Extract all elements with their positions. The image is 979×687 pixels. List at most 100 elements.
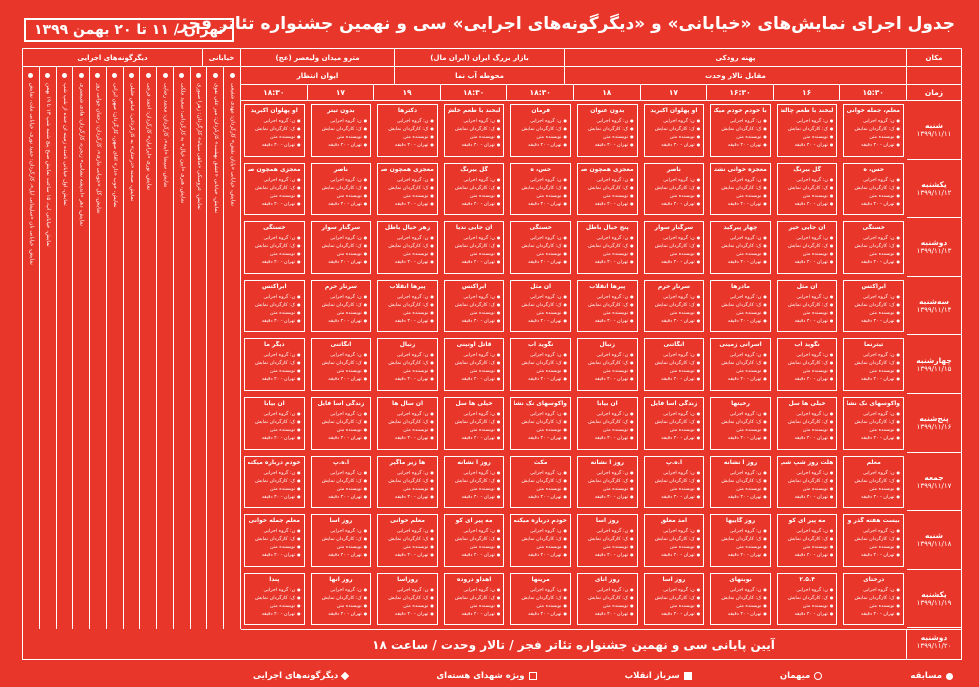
listing-column: نمایش، خوب «دار» آقای میهن، کارگردان: می… <box>107 67 124 629</box>
competition-dot-icon <box>162 73 168 78</box>
performance-detail: ن: گروه اجرایی <box>581 527 634 535</box>
performance-detail: تهران - ۴۰ دقیقه <box>648 493 701 501</box>
performance-detail: ن: گروه اجرایی <box>648 527 701 535</box>
performance-detail: ک: کارگردان نمایش <box>248 418 301 426</box>
performance-detail: نویسنده متن <box>581 133 634 141</box>
competition-dot-icon <box>95 73 101 78</box>
performance-cell: روز آ نشانه ن: گروه اجراییک: کارگردان نما… <box>577 455 638 509</box>
performance-title: خستگی <box>263 224 286 232</box>
performance-title: حس، ه <box>530 165 552 173</box>
performance-detail: نویسنده متن <box>781 602 834 610</box>
performance-detail: ن: گروه اجرایی <box>248 469 301 477</box>
performance-detail: ک: کارگردان نمایش <box>448 242 501 250</box>
performance-detail: ن: گروه اجرایی <box>315 469 368 477</box>
performance-detail: نویسنده متن <box>781 192 834 200</box>
performance-detail: تهران - ۴۰ دقیقه <box>581 551 634 559</box>
performance-detail: ک: کارگردان نمایش <box>648 359 701 367</box>
performance-title: خیلی ها سل <box>455 400 493 407</box>
day-date: ۱۳۹۹/۱۱/۱۴ <box>916 306 952 315</box>
performance-cell: حس، ه ن: گروه اجراییک: کارگردان نمایشنویس… <box>510 162 571 216</box>
day-date: ۱۳۹۹/۱۱/۱۸ <box>916 540 952 549</box>
performance-detail: تهران - ۴۰ دقیقه <box>514 434 567 442</box>
performance-detail: ن: گروه اجرایی <box>847 293 900 301</box>
listing-column: نمایش، خیابانی «پایان نقش» کارگردان: مهد… <box>224 67 241 629</box>
performance-detail: ن: گروه اجرایی <box>315 410 368 418</box>
performance-detail: ن: گروه اجرایی <box>315 351 368 359</box>
performance-cell: زندگی آسا فایل ن: گروه اجراییک: کارگردان … <box>310 397 372 450</box>
competition-dot-icon <box>179 73 185 78</box>
performance-detail: ک: کارگردان نمایش <box>781 418 834 426</box>
performance-title: درختای <box>863 575 885 583</box>
performance-cell: معلم جمله خوانی ن: گروه اجراییک: کارگردان… <box>244 514 305 567</box>
performance-detail: ک: کارگردان نمایش <box>381 477 434 485</box>
performance-detail: تهران - ۴۰ دقیقه <box>381 493 434 501</box>
performance-cell: چهار پیرکید ن: گروه اجراییک: کارگردان نما… <box>710 221 771 274</box>
performance-title: زنبال <box>599 341 616 349</box>
performance-cell: انگاتنی ن: گروه اجراییک: کارگردان نمایشنو… <box>643 338 705 391</box>
performance-detail: ک: کارگردان نمایش <box>714 301 767 309</box>
performance-detail: ک: کارگردان نمایش <box>514 535 567 543</box>
performance-detail: تهران - ۴۰ دقیقه <box>315 200 368 208</box>
performance-detail: ن: گروه اجرایی <box>648 469 701 477</box>
performance-cell: روزآسا ن: گروه اجراییک: کارگردان نمایشنوی… <box>377 572 438 626</box>
performance-detail: نویسنده متن <box>847 543 900 551</box>
performance-detail: نویسنده متن <box>781 426 834 434</box>
performance-detail: نویسنده متن <box>781 250 834 258</box>
performance-detail: ک: کارگردان نمایش <box>714 359 767 367</box>
performance-detail: ن: گروه اجرایی <box>714 410 767 418</box>
performance-cell: روز آنای ن: گروه اجراییک: کارگردان نمایشن… <box>577 572 638 626</box>
performance-detail: ک: کارگردان نمایش <box>514 242 567 250</box>
performance-title: روزآسا <box>397 575 418 583</box>
competition-dot-icon <box>196 73 202 78</box>
performance-detail: نویسنده متن <box>315 192 368 200</box>
performance-detail: نویسنده متن <box>248 309 301 317</box>
performance-detail: تهران - ۴۰ دقیقه <box>381 258 434 266</box>
performance-detail: نویسنده متن <box>448 602 501 610</box>
performance-cell: نوبتهای ن: گروه اجراییک: کارگردان نمایشنو… <box>710 572 771 626</box>
performance-cell: معجزی همچون صورت میدان بیست ن: گروه اجرای… <box>244 162 305 216</box>
performance-title: فرمان <box>531 107 551 114</box>
performance-detail: ک: کارگردان نمایش <box>581 535 634 543</box>
performance-detail: نویسنده متن <box>581 485 634 493</box>
performance-detail: ن: گروه اجرایی <box>381 469 434 477</box>
performance-detail: ک: کارگردان نمایش <box>581 242 634 250</box>
competition-dot-icon <box>112 73 118 78</box>
legend-label: مسابقه <box>910 671 942 681</box>
performance-detail: ک: کارگردان نمایش <box>847 594 900 602</box>
performance-detail: نویسنده متن <box>581 309 634 317</box>
performance-detail: تهران - ۴۰ دقیقه <box>315 141 368 149</box>
performance-detail: ن: گروه اجرایی <box>381 293 434 301</box>
performance-cell: مه پیر ای کو ن: گروه اجراییک: کارگردان نم… <box>443 514 505 567</box>
performance-detail: تهران - ۴۰ دقیقه <box>448 141 501 149</box>
performance-detail: ک: کارگردان نمایش <box>315 359 368 367</box>
performance-title: تیترنما <box>863 341 884 349</box>
listing-column: نمایش، دهر «اندیشه نشانی» زنجره، کارگردا… <box>73 67 91 629</box>
legend-label: دیگرگونه‌های اجرایی <box>253 671 339 681</box>
performance-title: بدون عنوان <box>590 107 625 114</box>
performance-title: روز آنای <box>594 575 620 583</box>
performance-detail: نویسنده متن <box>381 543 434 551</box>
performance-title: معلم جمله خوانی <box>248 517 300 525</box>
performance-detail: ک: کارگردان نمایش <box>781 359 834 367</box>
performance-cell: آن مثل ن: گروه اجراییک: کارگردان نمایشنوی… <box>776 279 838 333</box>
performance-detail: تهران - ۴۰ دقیقه <box>514 551 567 559</box>
performance-detail: نویسنده متن <box>714 367 767 375</box>
performance-detail: نویسنده متن <box>448 250 501 258</box>
legend-label: ویژه شهدای هسته‌ای <box>436 671 525 681</box>
performance-detail: نویسنده متن <box>448 367 501 375</box>
performance-detail: ک: کارگردان نمایش <box>448 359 501 367</box>
performance-title: سرنار حرم <box>657 282 690 290</box>
performance-detail: ک: کارگردان نمایش <box>514 184 567 192</box>
performance-title: گل بیرنگ <box>793 165 821 173</box>
performance-detail: ن: گروه اجرایی <box>248 351 301 359</box>
performance-detail: نویسنده متن <box>248 192 301 200</box>
performance-detail: ک: کارگردان نمایش <box>648 125 701 133</box>
performance-detail: ک: کارگردان نمایش <box>781 125 834 133</box>
performance-title: روز آنها <box>329 575 353 583</box>
performance-title: زندگی آسا فایل <box>317 400 365 407</box>
performance-detail: تهران - ۴۰ دقیقه <box>448 493 501 501</box>
performance-detail: تهران - ۴۰ دقیقه <box>514 493 567 501</box>
listing-text: نمایش، خیابانی اپ، ۱۵ ساعت نمایش صبح پنج… <box>45 83 52 247</box>
performance-detail: نویسنده متن <box>248 602 301 610</box>
performance-detail: تهران - ۴۰ دقیقه <box>381 317 434 325</box>
